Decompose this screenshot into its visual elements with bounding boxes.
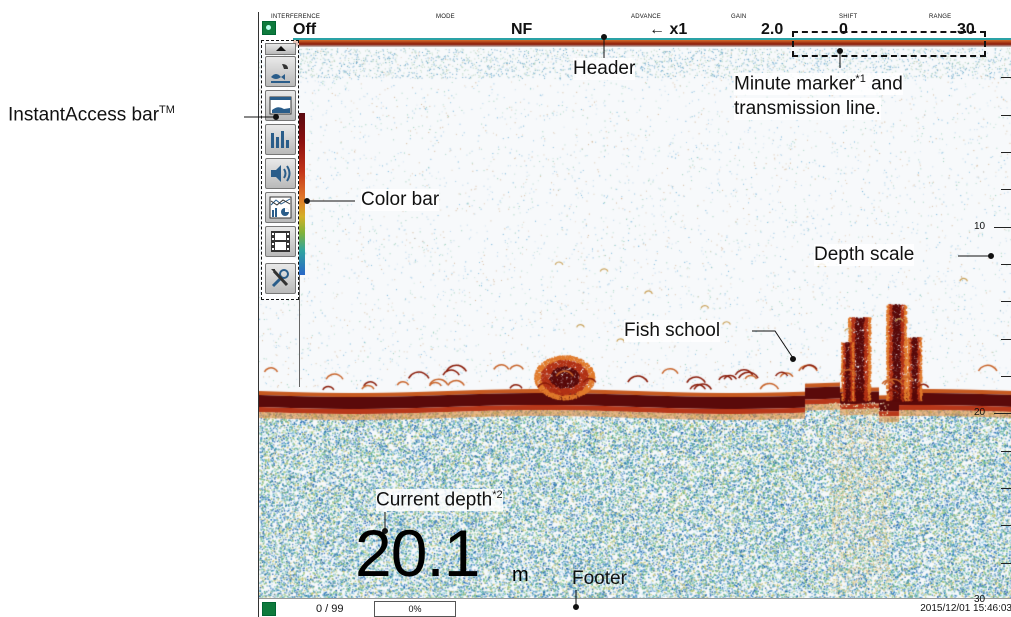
record-count: 0 / 99 — [316, 603, 344, 615]
tools-button[interactable] — [265, 263, 296, 294]
advance-value[interactable]: ← x1 — [649, 21, 688, 38]
fish-alarm-button[interactable] — [265, 56, 296, 87]
depth-major-tick — [994, 413, 1011, 415]
histogram-pie-icon — [269, 196, 292, 219]
label-footer: Footer — [572, 568, 627, 589]
echogram-display[interactable] — [259, 12, 1011, 617]
instant-access-up-button[interactable] — [265, 43, 296, 55]
depth-label-20: 20 — [974, 407, 986, 419]
gain-label: GAIN — [731, 14, 747, 20]
film-strip-icon — [271, 231, 290, 252]
range-value[interactable]: 30 — [957, 21, 975, 38]
color-bar-stem — [299, 275, 300, 387]
depth-minor-tick — [1001, 376, 1011, 377]
date-time: 2015/12/01 15:46:03 — [920, 603, 1011, 614]
header-indicator-line — [293, 38, 1011, 40]
depth-minor-tick — [1001, 264, 1011, 265]
header-status-icon[interactable] — [262, 21, 276, 35]
range-label: RANGE — [929, 14, 952, 20]
depth-minor-tick — [1001, 301, 1011, 303]
progress-label: 0% — [408, 604, 422, 614]
depth-minor-tick — [1001, 152, 1011, 153]
label-header: Header — [573, 58, 636, 80]
speaker-button[interactable] — [265, 158, 296, 189]
footer-bar: 0 / 99 0% 2015/12/01 15:46:03 — [259, 598, 1011, 617]
label-fish-school: Fish school — [624, 320, 721, 342]
depth-label-30: 30 — [974, 594, 986, 605]
bar-chart-button[interactable] — [265, 124, 296, 155]
label-current-depth: Current depth*2 — [376, 489, 503, 512]
bar-chart-icon — [271, 131, 289, 148]
footer-status-icon[interactable] — [262, 602, 276, 616]
shift-value[interactable]: 0 — [839, 21, 848, 38]
mode-value[interactable]: NF — [511, 21, 533, 38]
tools-icon — [271, 269, 289, 288]
speaker-icon — [271, 165, 291, 182]
label-minute-marker: Minute marker*1 and — [734, 73, 903, 96]
label-transmission-line: transmission line. — [734, 98, 881, 120]
label-color-bar: Color bar — [361, 189, 440, 211]
interference-value[interactable]: Off — [293, 21, 317, 38]
interference-label: INTERFERENCE — [271, 14, 321, 20]
shift-label: SHIFT — [839, 14, 858, 20]
film-strip-button[interactable] — [265, 226, 296, 257]
histogram-pie-button[interactable] — [265, 192, 296, 223]
transmission-line — [293, 40, 1011, 47]
depth-minor-tick — [1001, 338, 1011, 340]
echo-mode-button[interactable] — [265, 90, 296, 121]
depth-minor-tick — [1001, 450, 1011, 452]
depth-minor-tick — [1001, 562, 1011, 564]
header-bar: INTERFERENCE Off MODE NF ADVANCE ← x1 GA… — [259, 12, 1011, 40]
instant-access-bar — [261, 40, 299, 300]
depth-minor-tick — [1001, 77, 1011, 79]
mode-label: MODE — [436, 14, 455, 20]
label-instant-access-bar: InstantAccess barTM — [8, 104, 175, 126]
label-depth-scale: Depth scale — [814, 244, 915, 266]
minute-marker-highlight — [792, 31, 986, 57]
current-depth-value: 20.1 — [355, 516, 480, 590]
depth-minor-tick — [1001, 189, 1011, 191]
depth-minor-tick — [1001, 525, 1011, 527]
depth-minor-tick — [1001, 488, 1011, 489]
depth-minor-tick — [1001, 114, 1011, 116]
depth-major-tick — [994, 226, 1011, 228]
advance-label: ADVANCE — [631, 14, 661, 20]
current-depth-unit: m — [512, 564, 529, 586]
depth-label-10: 10 — [974, 220, 986, 232]
color-bar — [299, 113, 305, 275]
fish-alarm-icon — [271, 64, 290, 83]
echo-mode-icon — [269, 96, 292, 115]
echogram-screen[interactable]: INTERFERENCE Off MODE NF ADVANCE ← x1 GA… — [258, 12, 1011, 617]
gain-value[interactable]: 2.0 — [761, 21, 784, 38]
